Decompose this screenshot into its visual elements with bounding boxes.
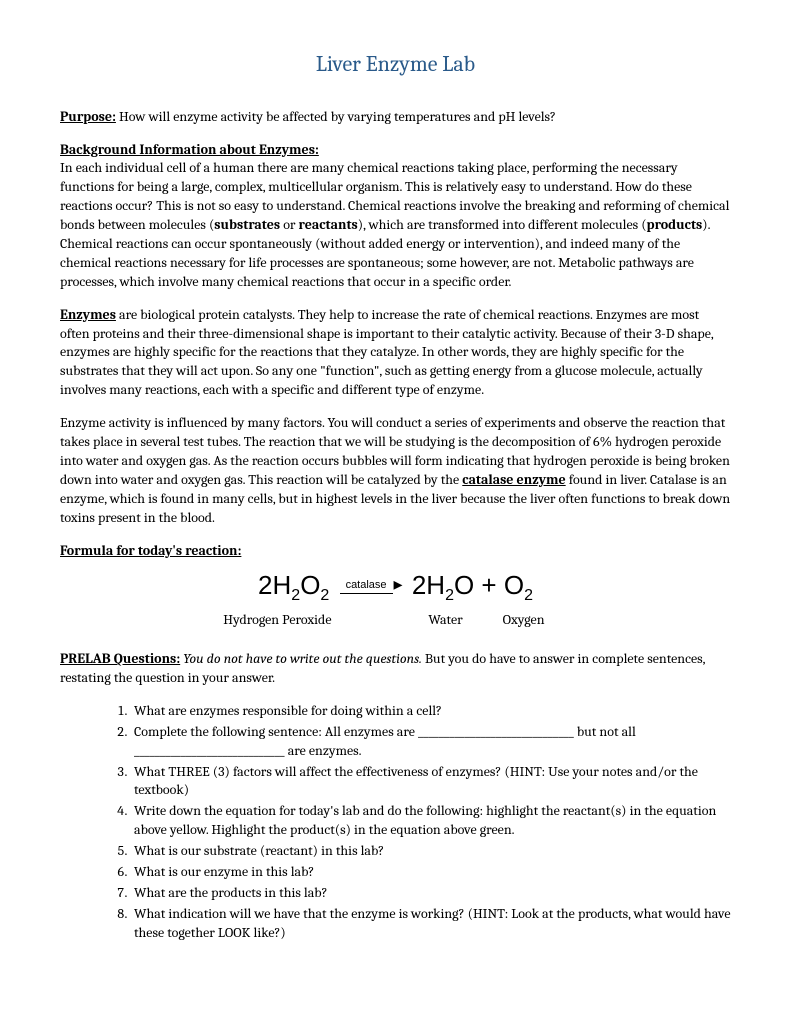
question-3: What THREE (3) factors will affect the e… xyxy=(130,763,731,801)
question-1: What are enzymes responsible for doing w… xyxy=(130,702,731,721)
background-heading: Background Information about Enzymes: xyxy=(60,141,731,160)
purpose-text: How will enzyme activity be affected by … xyxy=(116,108,556,125)
page-title: Liver Enzyme Lab xyxy=(60,50,731,80)
arrow-icon: ▸ xyxy=(394,574,403,594)
bg-products: products xyxy=(647,216,703,233)
question-6: What is our enzyme in this lab? xyxy=(130,863,731,882)
bg-or: or xyxy=(280,216,298,233)
bg-substrates: substrates xyxy=(214,216,280,233)
prelab-questions: What are enzymes responsible for doing w… xyxy=(60,702,731,943)
formula-equation: 2H2O2 catalase▸ 2H2O + O2 xyxy=(258,568,533,607)
background-p2: Enzymes are biological protein catalysts… xyxy=(60,306,731,400)
question-7: What are the products in this lab? xyxy=(130,884,731,903)
question-4: Write down the equation for today's lab … xyxy=(130,802,731,840)
formula-labels: Hydrogen Peroxide Water Oxygen xyxy=(60,611,731,630)
bg-enzymes-label: Enzymes xyxy=(60,306,116,323)
question-2: Complete the following sentence: All enz… xyxy=(130,723,731,761)
formula-block: 2H2O2 catalase▸ 2H2O + O2 Hydrogen Perox… xyxy=(60,568,731,630)
label-water: Water xyxy=(411,611,481,630)
bg-reactants: reactants xyxy=(299,216,358,233)
formula-lhs: 2H xyxy=(258,570,291,600)
background-p3: Enzyme activity is influenced by many fa… xyxy=(60,414,731,527)
bg-catalase: catalase enzyme xyxy=(462,471,565,488)
formula-rhs1: 2H xyxy=(412,570,445,600)
prelab-label: PRELAB Questions: xyxy=(60,650,180,667)
formula-rhs2: O + O xyxy=(454,570,524,600)
formula-catalase: catalase xyxy=(340,579,393,594)
formula-heading: Formula for today's reaction: xyxy=(60,542,731,561)
question-5: What is our substrate (reactant) in this… xyxy=(130,842,731,861)
bg-p1-b: ), which are transformed into different … xyxy=(358,216,647,233)
purpose-para: Purpose: How will enzyme activity be aff… xyxy=(60,108,731,127)
background-label: Background Information about Enzymes: xyxy=(60,141,319,158)
bg-p2-text: are biological protein catalysts. They h… xyxy=(60,306,713,399)
label-oxygen: Oxygen xyxy=(494,611,554,630)
label-hp: Hydrogen Peroxide xyxy=(207,611,347,630)
prelab-heading: PRELAB Questions: You do not have to wri… xyxy=(60,650,731,688)
background-p1: In each individual cell of a human there… xyxy=(60,159,731,291)
prelab-intro-italic: You do not have to write out the questio… xyxy=(180,650,422,667)
formula-label: Formula for today's reaction: xyxy=(60,542,241,559)
purpose-label: Purpose: xyxy=(60,108,116,125)
question-8: What indication will we have that the en… xyxy=(130,905,731,943)
